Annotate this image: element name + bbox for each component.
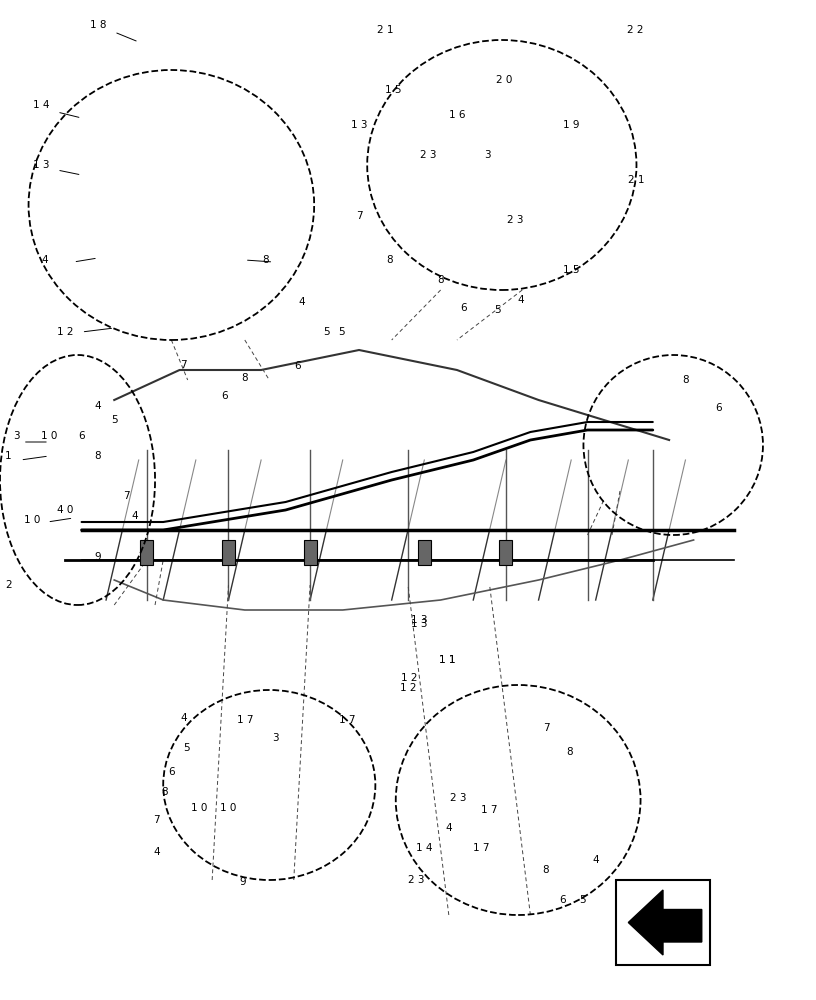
Bar <box>418 540 431 565</box>
Text: 1 9: 1 9 <box>563 120 579 130</box>
Text: 1 7: 1 7 <box>473 843 490 853</box>
Text: 2 3: 2 3 <box>450 793 467 803</box>
Text: 4: 4 <box>180 713 187 723</box>
Text: 8: 8 <box>437 275 444 285</box>
Text: 5: 5 <box>323 327 330 337</box>
Text: 2 3: 2 3 <box>420 150 437 160</box>
Text: 6: 6 <box>460 303 467 313</box>
Text: 1 1: 1 1 <box>439 655 455 665</box>
Text: 6: 6 <box>295 361 301 371</box>
Text: 1 0: 1 0 <box>191 803 207 813</box>
Text: 2 0: 2 0 <box>496 75 512 85</box>
Text: 1 3: 1 3 <box>33 160 49 170</box>
Text: 8: 8 <box>262 255 268 265</box>
Text: 1 0: 1 0 <box>41 431 57 441</box>
Text: 1 8: 1 8 <box>90 20 106 30</box>
Text: 3: 3 <box>13 431 20 441</box>
Text: 7: 7 <box>356 211 362 221</box>
Text: 1 6: 1 6 <box>449 110 465 120</box>
Text: 3: 3 <box>485 150 491 160</box>
Text: 1 3: 1 3 <box>411 619 428 629</box>
Text: 9: 9 <box>95 552 101 562</box>
Text: 5: 5 <box>338 327 344 337</box>
Text: 1 7: 1 7 <box>481 805 498 815</box>
Text: 8: 8 <box>566 747 573 757</box>
Text: 9: 9 <box>240 877 246 887</box>
Bar <box>222 540 235 565</box>
Text: 6: 6 <box>221 391 228 401</box>
Text: 1 2: 1 2 <box>401 673 418 683</box>
Text: 1 5: 1 5 <box>385 85 401 95</box>
Text: 1 2: 1 2 <box>400 683 416 693</box>
Text: 1 4: 1 4 <box>416 843 432 853</box>
Text: 4: 4 <box>299 297 305 307</box>
Text: 2 1: 2 1 <box>628 175 645 185</box>
Text: 4 0: 4 0 <box>57 505 73 515</box>
Text: 1 2: 1 2 <box>57 327 73 337</box>
Text: 1 3: 1 3 <box>351 120 367 130</box>
Text: 1 7: 1 7 <box>237 715 253 725</box>
Text: 4: 4 <box>592 855 599 865</box>
Bar <box>140 540 153 565</box>
Text: 2 1: 2 1 <box>377 25 393 35</box>
Text: 2 3: 2 3 <box>508 215 524 225</box>
Text: 8: 8 <box>682 375 689 385</box>
Polygon shape <box>628 890 702 955</box>
Text: 4: 4 <box>446 823 452 833</box>
Text: 1 7: 1 7 <box>339 715 355 725</box>
Text: 8: 8 <box>542 865 548 875</box>
Text: 7: 7 <box>123 491 130 501</box>
Bar <box>499 540 512 565</box>
Text: 7: 7 <box>543 723 550 733</box>
Text: 8: 8 <box>242 373 248 383</box>
Text: 5: 5 <box>183 743 189 753</box>
Text: 6: 6 <box>78 431 85 441</box>
Text: 5: 5 <box>579 895 586 905</box>
Text: 8: 8 <box>162 787 168 797</box>
Bar <box>304 540 317 565</box>
Text: 1 1: 1 1 <box>439 655 455 665</box>
Text: 1 4: 1 4 <box>33 100 49 110</box>
Text: 5: 5 <box>111 415 118 425</box>
Text: 1 0: 1 0 <box>220 803 237 813</box>
Text: 1 3: 1 3 <box>411 615 428 625</box>
Text: 2: 2 <box>5 580 11 590</box>
Text: 3: 3 <box>273 733 279 743</box>
Text: 4: 4 <box>42 255 48 265</box>
Text: 5: 5 <box>494 305 501 315</box>
Text: 8: 8 <box>95 451 101 461</box>
Text: 1 5: 1 5 <box>563 265 579 275</box>
Text: 2 3: 2 3 <box>408 875 424 885</box>
Text: 2 2: 2 2 <box>627 25 643 35</box>
Text: 7: 7 <box>180 360 187 370</box>
Text: 4: 4 <box>517 295 524 305</box>
Text: 1: 1 <box>5 451 11 461</box>
Bar <box>616 880 710 965</box>
Text: 4: 4 <box>131 511 138 521</box>
Text: 4: 4 <box>153 847 160 857</box>
Text: 6: 6 <box>715 403 721 413</box>
Text: 6: 6 <box>560 895 566 905</box>
Text: 6: 6 <box>168 767 175 777</box>
Text: 1 0: 1 0 <box>24 515 41 525</box>
Text: 4: 4 <box>95 401 101 411</box>
Text: 8: 8 <box>387 255 393 265</box>
Text: 7: 7 <box>153 815 160 825</box>
